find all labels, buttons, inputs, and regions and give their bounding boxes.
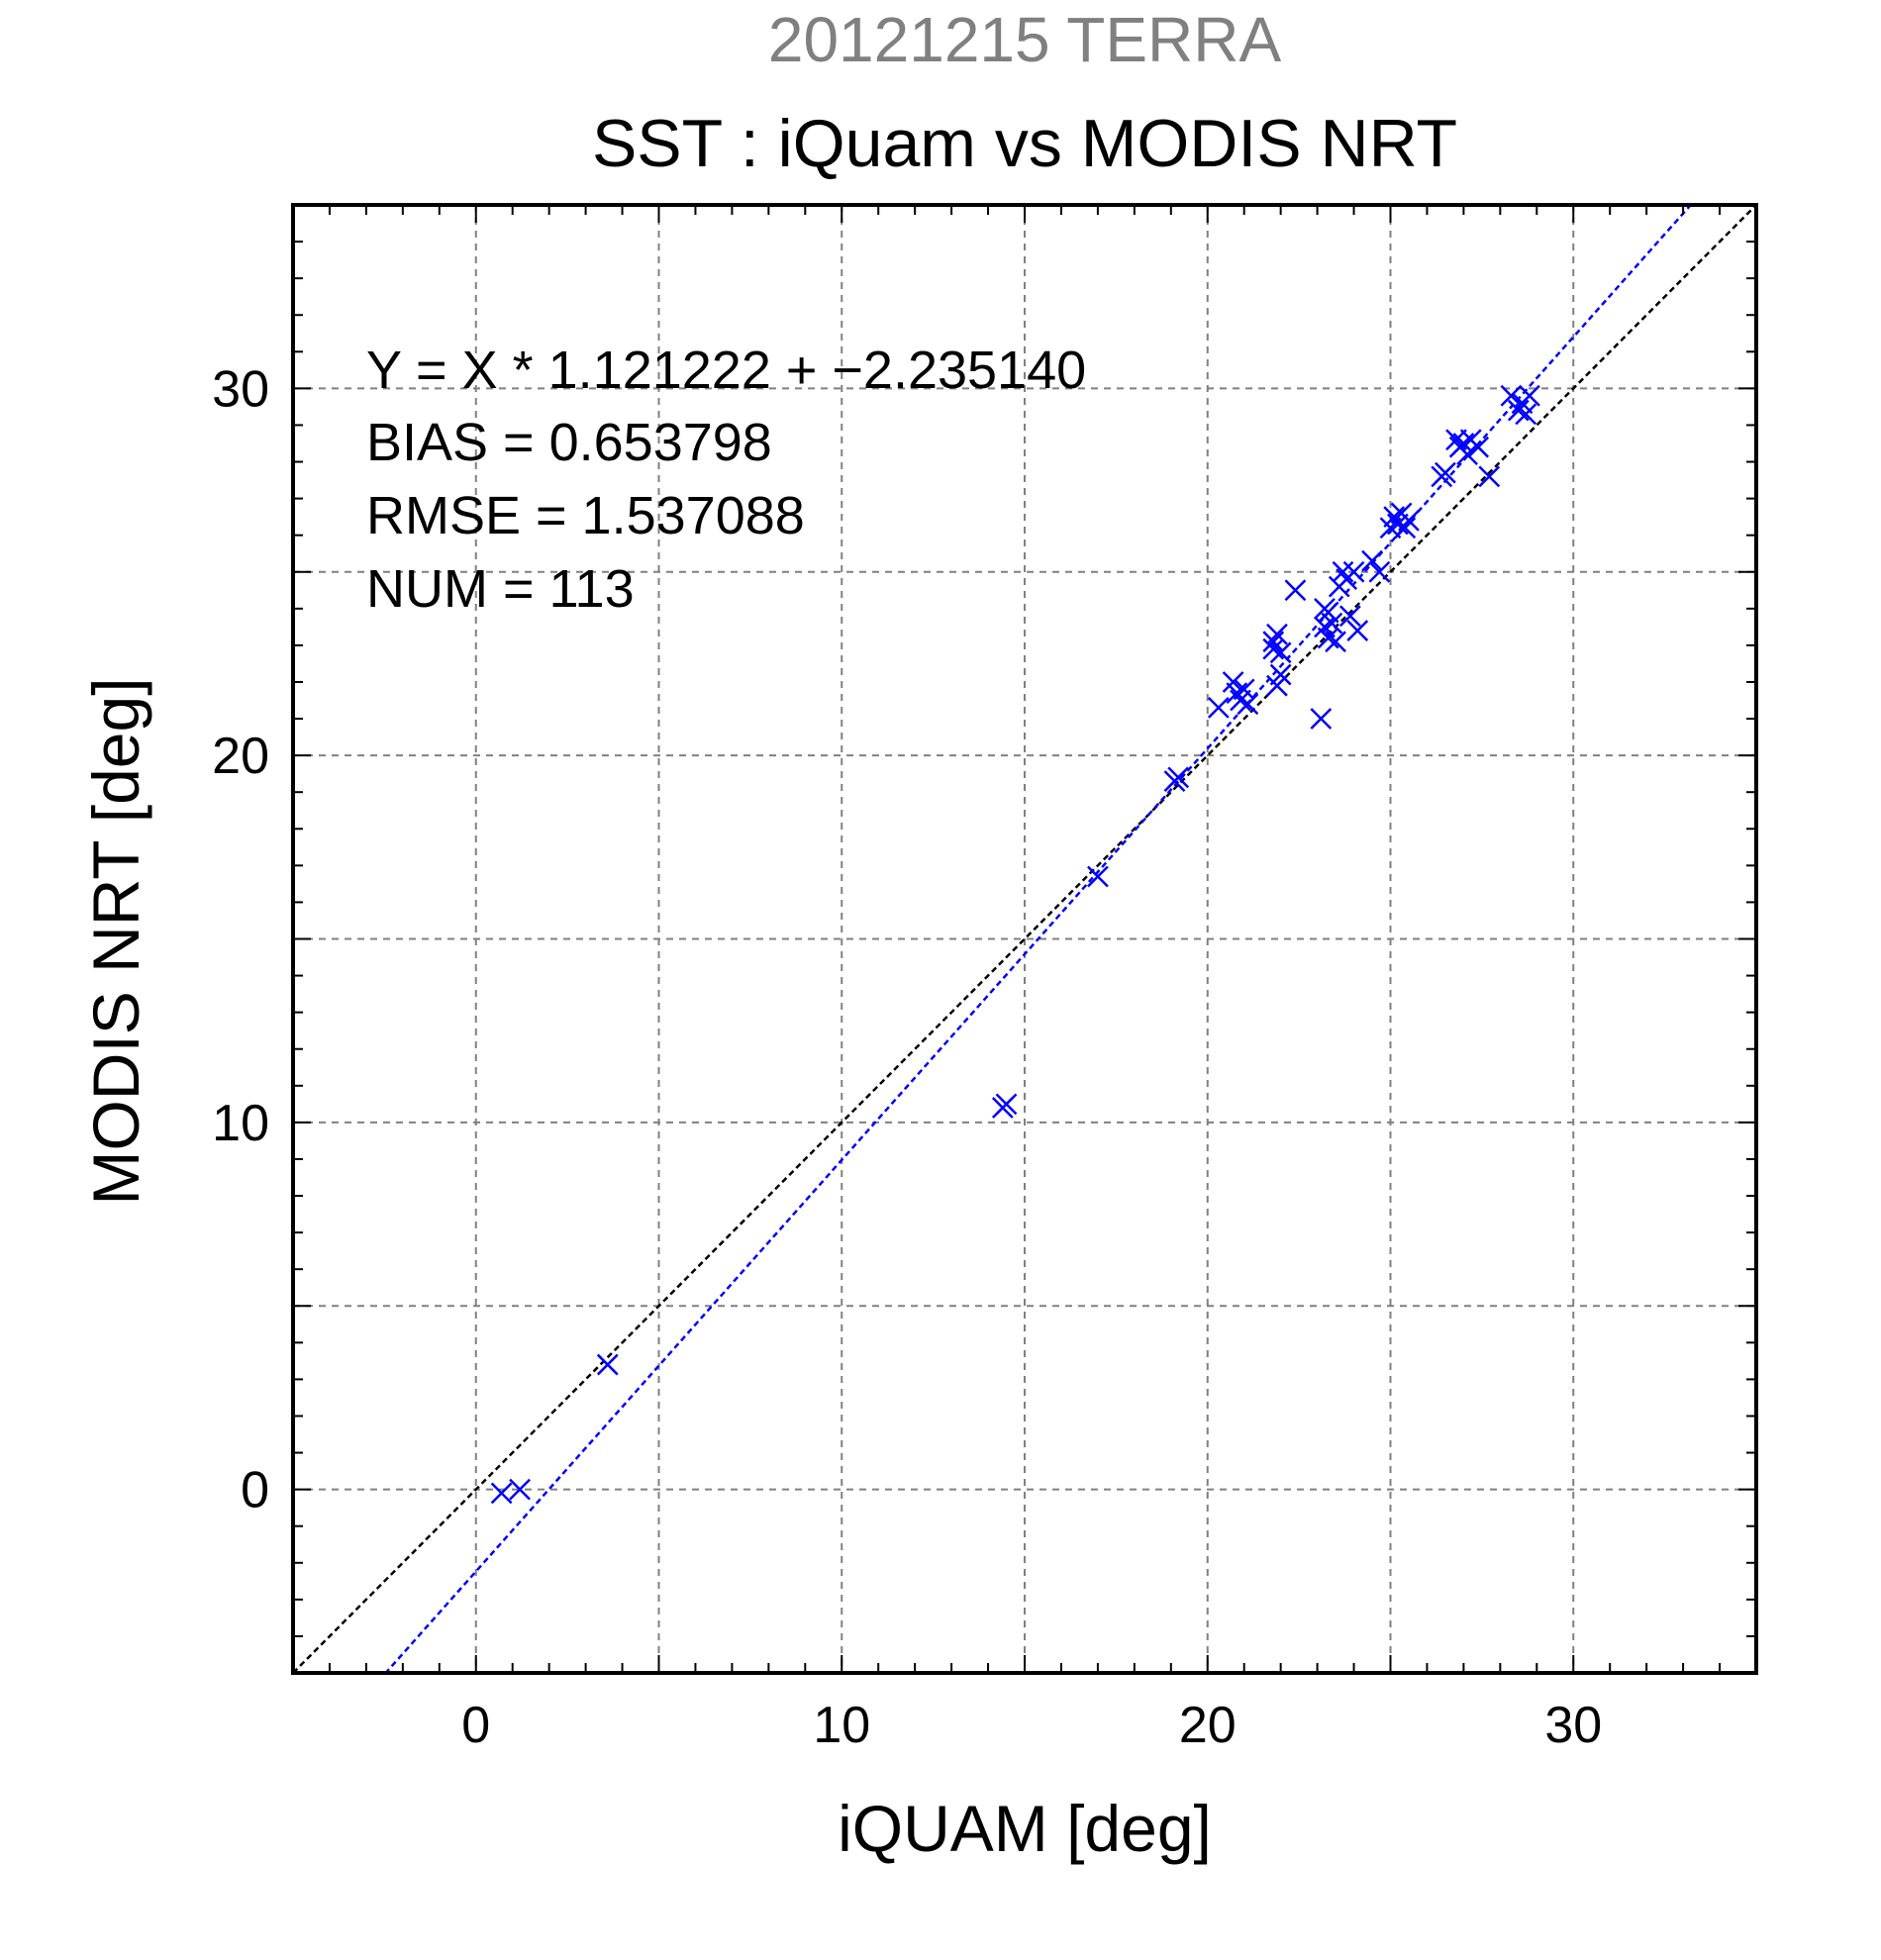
data-point (1167, 766, 1190, 789)
data-point (1500, 384, 1523, 407)
data-point (1435, 461, 1456, 484)
data-point (1361, 549, 1383, 572)
y-tick-label: 30 (212, 360, 269, 418)
data-point (1284, 579, 1307, 602)
data-point (1332, 560, 1354, 583)
fit-equation-label: Y = X * 1.121222 + −2.235140 (366, 341, 1086, 400)
data-point (509, 1478, 531, 1501)
data-point (1310, 708, 1333, 730)
data-point (1478, 465, 1501, 488)
tick-labels: 0 10 20 30 0 10 20 30 (212, 360, 1602, 1754)
data-point (1087, 865, 1109, 888)
x-tick-label: 0 (461, 1697, 490, 1754)
data-point (1346, 620, 1369, 641)
data-point (1262, 637, 1285, 660)
rmse-label: RMSE = 1.537088 (366, 486, 805, 545)
data-point (1207, 697, 1230, 719)
data-point (490, 1482, 513, 1505)
data-points (490, 384, 1540, 1505)
data-point (1368, 560, 1391, 583)
data-point (596, 1353, 619, 1376)
data-point (1266, 623, 1288, 645)
data-point (1515, 403, 1537, 426)
x-tick-label: 30 (1544, 1697, 1602, 1754)
data-point (1519, 384, 1540, 407)
data-point (1342, 560, 1365, 583)
bias-label: BIAS = 0.653798 (366, 413, 772, 472)
y-tick-label: 10 (212, 1095, 269, 1152)
data-point (1507, 399, 1530, 422)
stats-annotations: Y = X * 1.121222 + −2.235140 BIAS = 0.65… (366, 341, 1086, 619)
y-tick-label: 20 (212, 728, 269, 785)
data-point (1269, 641, 1292, 664)
grid (293, 205, 1756, 1673)
x-tick-label: 10 (813, 1697, 870, 1754)
data-point (1398, 509, 1420, 532)
data-point (1237, 693, 1259, 716)
y-tick-label: 0 (241, 1462, 269, 1519)
plot-frame (291, 203, 1758, 1675)
y-axis-label: MODIS NRT [deg] (79, 677, 152, 1205)
data-point (1325, 631, 1346, 653)
chart-title: SST : iQuam vs MODIS NRT (592, 106, 1457, 181)
data-point (1338, 605, 1361, 628)
data-point (1456, 443, 1478, 465)
data-point (1262, 631, 1285, 653)
data-point (1321, 612, 1343, 635)
num-label: NUM = 113 (366, 559, 635, 619)
data-point (1233, 678, 1255, 701)
one-to-one-line (293, 205, 1756, 1673)
data-point (1269, 663, 1292, 686)
data-point (1394, 517, 1417, 539)
data-point (1467, 436, 1490, 458)
x-tick-label: 20 (1179, 1697, 1237, 1754)
x-axis-label: iQUAM [deg] (838, 1792, 1212, 1865)
data-point (1317, 627, 1339, 649)
data-point (995, 1093, 1018, 1116)
chart-supertitle: 20121215 TERRA (768, 4, 1282, 75)
